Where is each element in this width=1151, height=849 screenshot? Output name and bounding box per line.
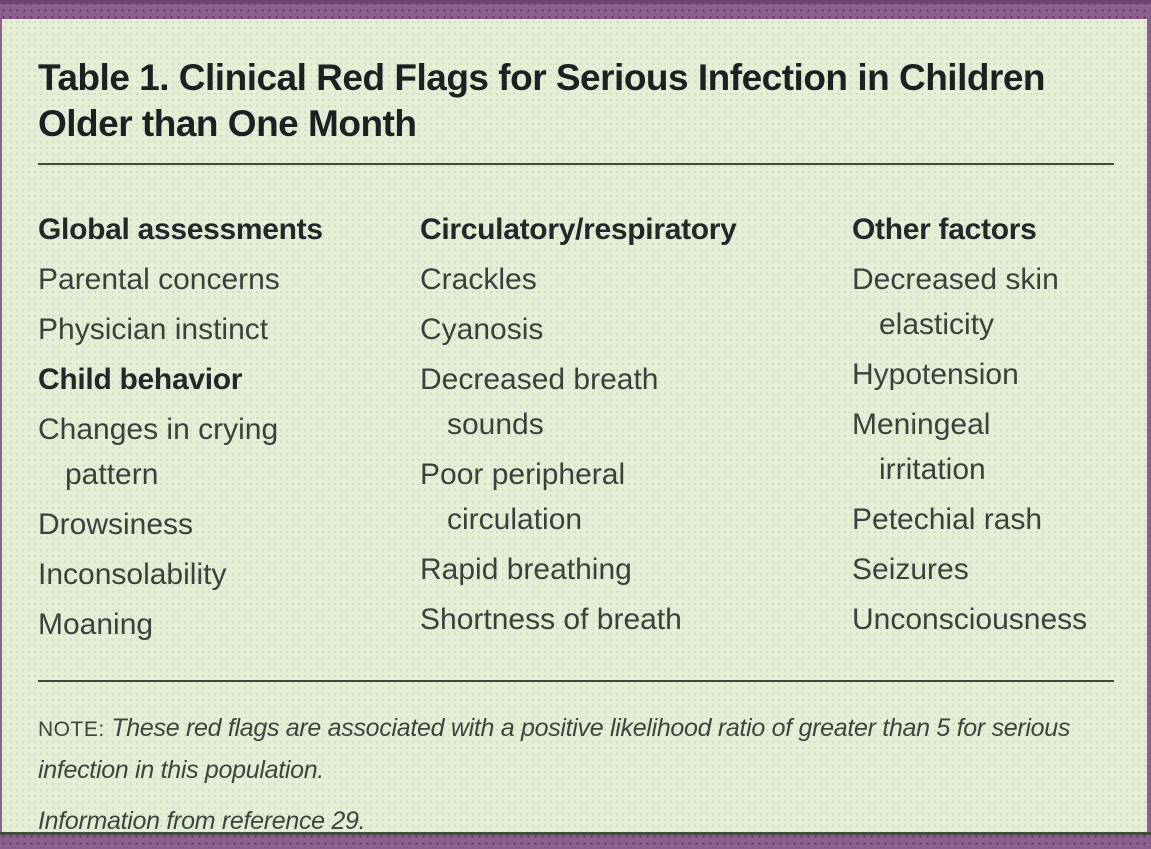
column-header: Circulatory/respiratory — [420, 213, 737, 246]
column-global-assessments: Global assessments Parental concerns Phy… — [38, 207, 420, 652]
list-item: Shortness of breath — [420, 603, 682, 636]
list-item: Decreased skin elasticity — [852, 263, 1059, 341]
list-item: Seizures — [852, 553, 969, 586]
list-item: Cyanosis — [420, 313, 544, 346]
note-text: These red flags are associated with a po… — [38, 714, 1071, 784]
list-item: Rapid breathing — [420, 553, 632, 586]
list-item: Meningeal irritation — [852, 408, 991, 486]
list-item: Moaning — [38, 608, 154, 641]
title-divider — [38, 163, 1114, 165]
list-item: Drowsiness — [38, 508, 194, 541]
column-circulatory-respiratory: Circulatory/respiratory Crackles Cyanosi… — [420, 207, 852, 652]
note-divider — [38, 680, 1114, 682]
source-note: Information from reference 29. — [38, 807, 366, 832]
bottom-rule — [0, 832, 1151, 835]
column-header: Global assessments — [38, 213, 323, 246]
list-item: Physician instinct — [38, 313, 269, 346]
list-item: Crackles — [420, 263, 537, 296]
note-label: NOTE: — [38, 718, 105, 741]
list-item: Hypotension — [852, 358, 1019, 391]
list-item: Changes in crying pattern — [38, 413, 279, 491]
column-header: Child behavior — [38, 363, 243, 396]
list-item: Petechial rash — [852, 503, 1043, 536]
list-item: Decreased breath sounds — [420, 363, 659, 441]
list-item: Inconsolability — [38, 558, 227, 591]
table-columns: Global assessments Parental concerns Phy… — [38, 207, 1114, 652]
table-note: NOTE: These red flags are associated wit… — [38, 708, 1114, 790]
table-title: Table 1. Clinical Red Flags for Serious … — [38, 57, 1046, 144]
column-header: Other factors — [852, 213, 1037, 246]
list-item: Unconsciousness — [852, 603, 1088, 636]
column-other-factors: Other factors Decreased skin elasticity … — [852, 207, 1114, 652]
list-item: Parental concerns — [38, 263, 280, 296]
top-accent-bar — [0, 0, 1151, 4]
list-item: Poor peripheral circulation — [420, 458, 626, 536]
table-panel: Table 1. Clinical Red Flags for Serious … — [2, 19, 1147, 832]
